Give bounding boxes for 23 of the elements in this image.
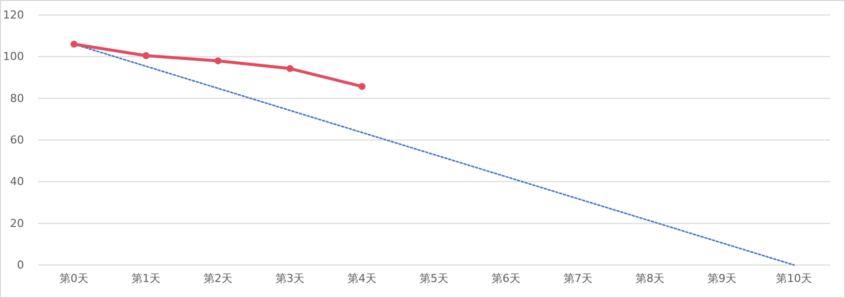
y-tick-label: 0 [17, 258, 24, 272]
y-tick-label: 20 [10, 216, 24, 230]
x-tick-label: 第2天 [204, 272, 232, 285]
x-tick-label: 第4天 [348, 272, 376, 285]
x-tick-label: 第5天 [420, 272, 448, 285]
point [214, 57, 222, 64]
x-tick-label: 第0天 [60, 272, 88, 285]
x-tick-label: 第6天 [492, 272, 520, 285]
x-tick-label: 第9天 [708, 272, 736, 285]
y-tick-label: 40 [10, 175, 24, 188]
x-tick-label: 第7天 [564, 272, 592, 285]
x-tick-label: 第3天 [276, 272, 304, 285]
x-tick-label: 第1天 [132, 272, 160, 285]
x-tick-label: 第10天 [776, 272, 812, 285]
x-tick-label: 第8天 [636, 272, 664, 285]
y-tick-label: 80 [10, 92, 24, 105]
y-tick-label: 100 [3, 50, 24, 64]
point [286, 65, 294, 72]
point [70, 40, 78, 48]
point [358, 82, 366, 90]
y-tick-label: 120 [3, 8, 24, 22]
point [142, 52, 150, 60]
y-tick-label: 60 [10, 134, 24, 147]
